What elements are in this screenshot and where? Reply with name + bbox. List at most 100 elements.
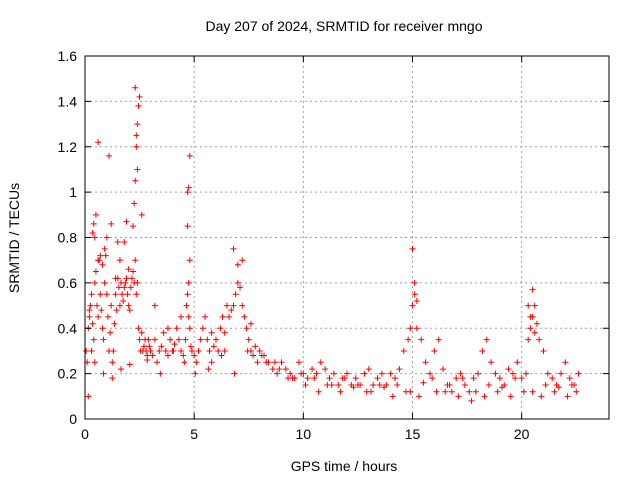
data-point: [92, 268, 99, 275]
data-point: [131, 200, 138, 207]
data-point: [400, 347, 407, 354]
data-point: [185, 184, 192, 191]
data-point: [396, 366, 403, 373]
data-point: [217, 325, 224, 332]
y-axis-label: SRMTID / TECUs: [6, 183, 22, 293]
data-point: [103, 291, 110, 298]
data-point: [108, 220, 115, 227]
x-tick-label: 10: [296, 426, 312, 442]
data-point: [239, 257, 246, 264]
data-point: [135, 325, 142, 332]
data-point: [125, 266, 132, 273]
data-point: [234, 279, 241, 286]
data-point: [492, 370, 499, 377]
data-point: [192, 370, 199, 377]
data-point: [221, 347, 228, 354]
data-point: [219, 313, 226, 320]
y-tick-label: 0: [69, 411, 77, 427]
data-point: [431, 347, 438, 354]
data-point: [540, 347, 547, 354]
data-point: [160, 329, 167, 336]
y-tick-label: 0.6: [58, 275, 78, 291]
data-point: [234, 261, 241, 268]
data-point: [186, 152, 193, 159]
data-point: [151, 336, 158, 343]
data-point: [101, 245, 108, 252]
data-point: [138, 211, 145, 218]
data-point: [100, 336, 107, 343]
data-point: [354, 381, 361, 388]
data-point: [243, 325, 250, 332]
data-point: [221, 329, 228, 336]
data-point: [304, 375, 311, 382]
data-point: [254, 359, 261, 366]
data-point: [241, 313, 248, 320]
data-point: [536, 336, 543, 343]
y-tick-label: 1.4: [58, 93, 78, 109]
data-point: [99, 325, 106, 332]
chart-title: Day 207 of 2024, SRMTID for receiver mng…: [205, 18, 482, 34]
data-point: [453, 375, 460, 382]
data-point: [123, 218, 130, 225]
data-point: [113, 307, 120, 314]
data-point: [244, 347, 251, 354]
data-point: [409, 245, 416, 252]
data-point: [108, 302, 115, 309]
data-point: [435, 336, 442, 343]
data-point: [278, 359, 285, 366]
data-point: [146, 343, 153, 350]
data-point: [575, 370, 582, 377]
data-point: [302, 381, 309, 388]
data-point: [121, 239, 128, 246]
data-point: [144, 357, 151, 364]
data-point: [378, 370, 385, 377]
data-point: [164, 325, 171, 332]
data-point: [295, 359, 302, 366]
data-point: [151, 302, 158, 309]
data-point: [145, 336, 152, 343]
data-point: [381, 384, 388, 391]
data-point: [461, 381, 468, 388]
data-point: [193, 359, 200, 366]
data-point: [568, 381, 575, 388]
data-point: [509, 370, 516, 377]
data-point: [184, 291, 191, 298]
data-point: [184, 223, 191, 230]
data-point: [184, 189, 191, 196]
data-point: [185, 279, 192, 286]
data-point: [97, 252, 104, 259]
data-point: [466, 388, 473, 395]
data-point: [88, 347, 95, 354]
data-point: [361, 370, 368, 377]
data-point: [394, 381, 401, 388]
data-point: [208, 359, 215, 366]
data-point: [126, 307, 133, 314]
data-point: [276, 366, 283, 373]
data-point: [376, 381, 383, 388]
data-point: [250, 352, 257, 359]
data-point: [457, 370, 464, 377]
data-point: [100, 370, 107, 377]
data-point: [112, 291, 119, 298]
data-point: [228, 307, 235, 314]
data-point: [126, 361, 133, 368]
data-point: [470, 375, 477, 382]
data-point: [411, 279, 418, 286]
data-point: [101, 279, 108, 286]
data-point: [102, 252, 109, 259]
data-point: [95, 257, 102, 264]
data-point: [413, 298, 420, 305]
data-point: [89, 229, 96, 236]
data-point: [407, 388, 414, 395]
data-point: [136, 93, 143, 100]
data-point: [133, 291, 140, 298]
data-point: [507, 393, 514, 400]
data-point: [120, 298, 127, 305]
data-point: [107, 329, 114, 336]
data-point: [88, 291, 95, 298]
data-point: [317, 359, 324, 366]
data-point: [422, 359, 429, 366]
data-point: [204, 336, 211, 343]
data-point: [180, 352, 187, 359]
